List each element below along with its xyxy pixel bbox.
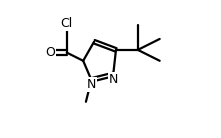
Text: O: O [46, 46, 55, 59]
Text: Cl: Cl [61, 17, 73, 30]
Text: N: N [109, 73, 119, 86]
Text: N: N [87, 78, 96, 91]
